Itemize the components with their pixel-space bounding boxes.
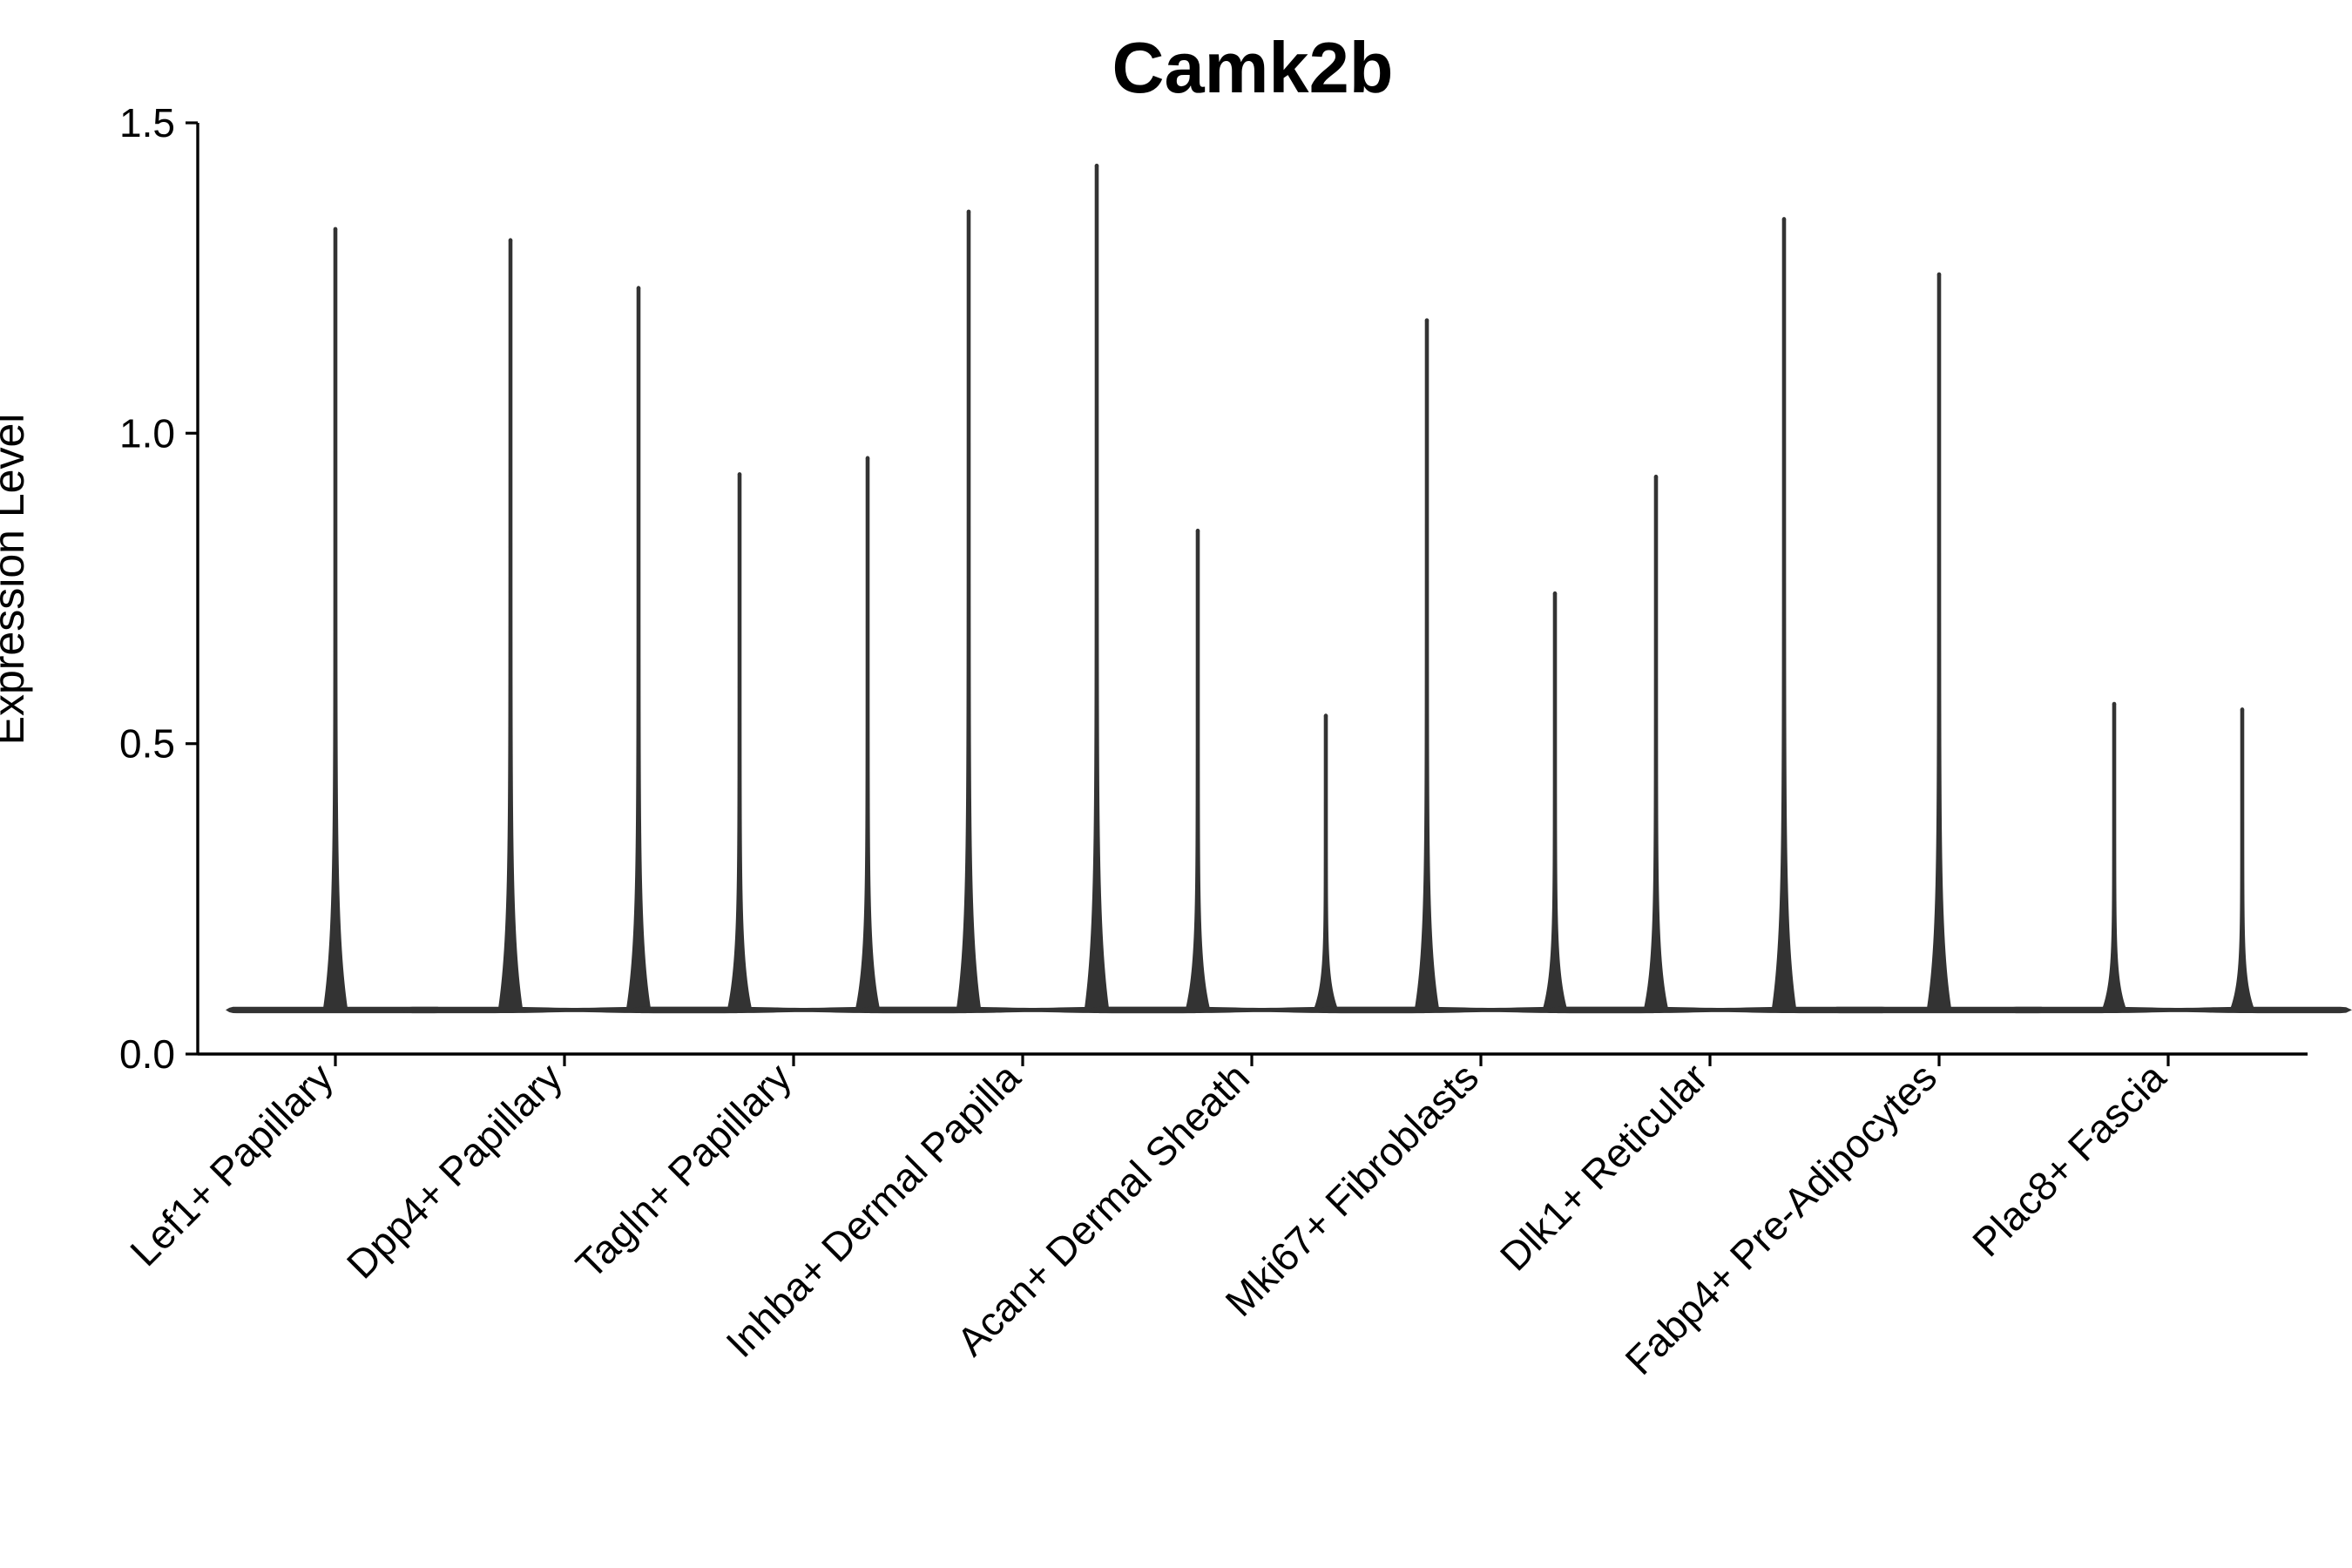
svg-text:Tagln+ Papillary: Tagln+ Papillary (567, 1054, 800, 1287)
svg-text:Mki67+ Fibroblasts: Mki67+ Fibroblasts (1216, 1054, 1487, 1325)
svg-text:Lef1+ Papillary: Lef1+ Papillary (121, 1054, 341, 1274)
svg-text:1.5: 1.5 (119, 100, 175, 145)
svg-text:Dpp4+ Papillary: Dpp4+ Papillary (338, 1054, 571, 1287)
svg-text:0.0: 0.0 (119, 1031, 175, 1077)
svg-text:0.5: 0.5 (119, 721, 175, 767)
svg-text:Dlk1+ Reticular: Dlk1+ Reticular (1491, 1054, 1716, 1279)
svg-text:1.0: 1.0 (119, 410, 175, 456)
svg-text:Plac8+ Fascia: Plac8+ Fascia (1963, 1054, 2174, 1265)
